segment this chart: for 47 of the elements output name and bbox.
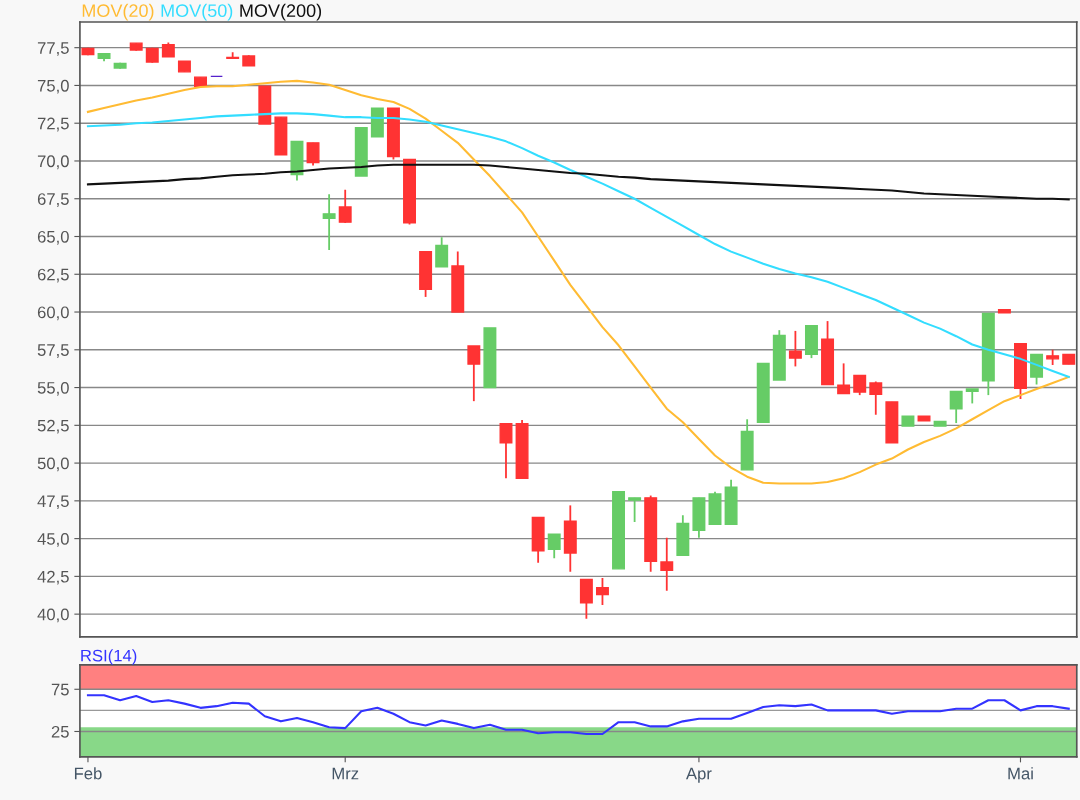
candlestick bbox=[595, 576, 609, 606]
candlestick bbox=[499, 422, 513, 480]
candlestick bbox=[322, 193, 336, 252]
line-series bbox=[86, 694, 1070, 736]
candlestick bbox=[949, 390, 963, 424]
y-tick-label: 75,0 bbox=[37, 79, 69, 94]
y-tick-label: 60,0 bbox=[37, 306, 69, 321]
chart-title: RSI(14) bbox=[81, 649, 137, 665]
y-tick-label: 52,5 bbox=[37, 419, 69, 434]
x-tick-label: Mrz bbox=[332, 767, 359, 780]
y-tick-label: 70,0 bbox=[37, 155, 69, 170]
candlestick bbox=[660, 536, 674, 592]
text: MOV(20) bbox=[82, 3, 154, 21]
x-tick-label: Apr bbox=[685, 767, 712, 783]
candlestick bbox=[1030, 353, 1044, 386]
candlestick bbox=[869, 380, 883, 416]
candlestick bbox=[306, 141, 320, 167]
candlestick bbox=[467, 345, 481, 403]
candlestick bbox=[853, 374, 867, 397]
candlestick bbox=[788, 330, 802, 368]
line-series bbox=[86, 112, 1070, 379]
candlestick bbox=[628, 496, 642, 523]
candlestick bbox=[837, 362, 851, 395]
x-tick-label: Feb bbox=[74, 767, 102, 780]
candlestick bbox=[338, 188, 352, 224]
line-series bbox=[86, 79, 1070, 485]
y-tick-label: 42,5 bbox=[37, 570, 69, 585]
y-tick-label: 65,0 bbox=[37, 230, 69, 245]
x-tick-label: Mai bbox=[1008, 767, 1033, 780]
y-tick-label: 55,0 bbox=[37, 381, 69, 396]
y-tick-label: 40,0 bbox=[37, 608, 69, 623]
y-tick-label: 57,5 bbox=[37, 344, 69, 358]
text: MOV(50) bbox=[161, 3, 233, 21]
y-tick-label: 62,5 bbox=[37, 268, 69, 283]
candlestick bbox=[435, 236, 449, 268]
y-tick-label: 47,5 bbox=[37, 495, 69, 510]
candlestick bbox=[547, 533, 561, 560]
y-tick-label: 45,0 bbox=[37, 533, 69, 547]
y-tick-label: 77,5 bbox=[37, 42, 69, 56]
y-tick-label: 50,0 bbox=[37, 457, 69, 472]
y-tick-label: 25 bbox=[51, 725, 69, 738]
y-tick-label: 72,5 bbox=[37, 117, 69, 132]
y-tick-label: 75 bbox=[51, 683, 69, 696]
y-tick-label: 67,5 bbox=[37, 193, 69, 207]
candlestick bbox=[579, 578, 593, 620]
line-series bbox=[86, 163, 1070, 201]
text: MOV(200) bbox=[240, 3, 322, 21]
